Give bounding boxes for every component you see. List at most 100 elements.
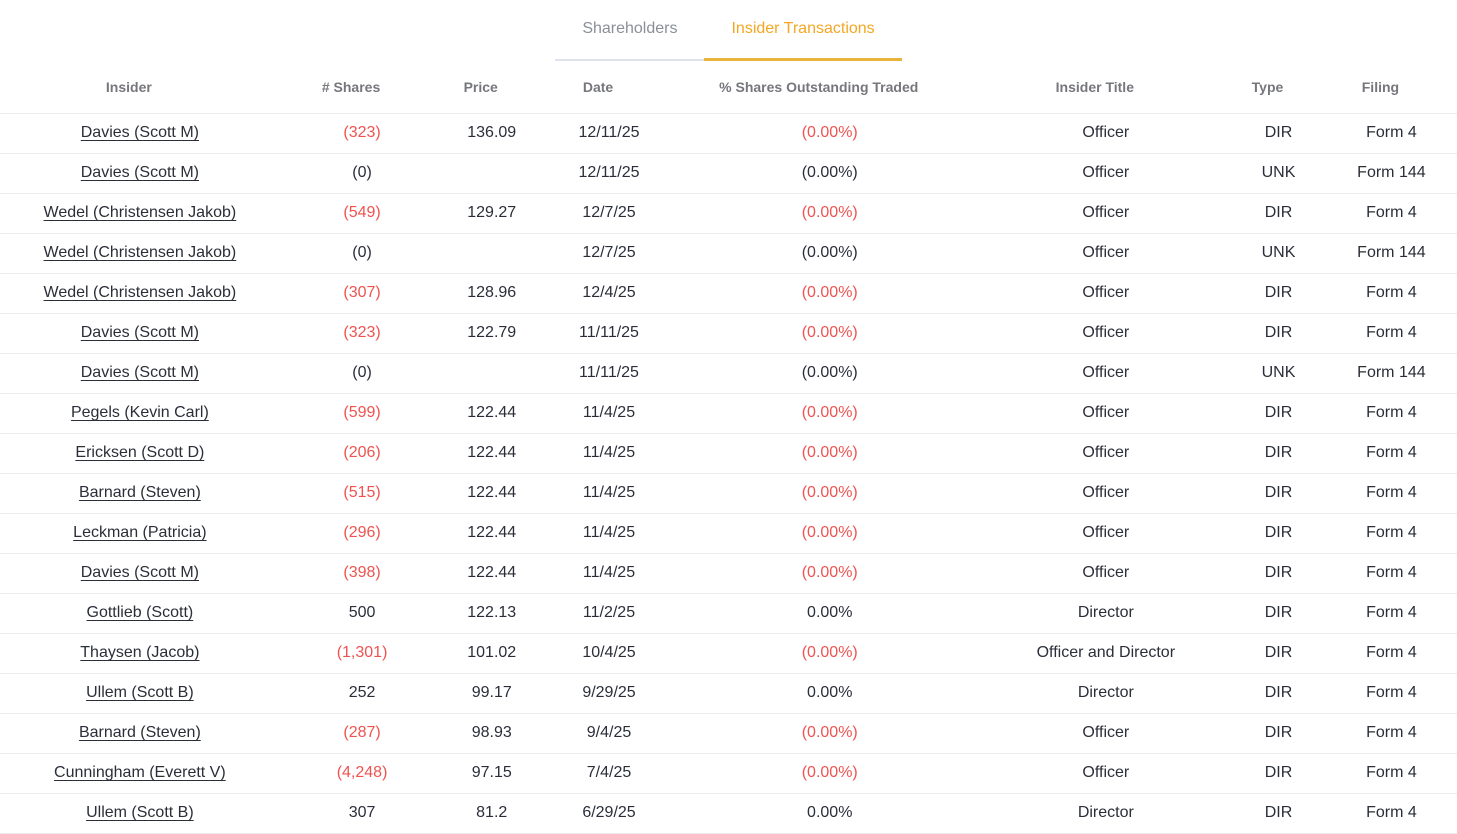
- cell-insider: Leckman (Patricia): [0, 513, 280, 554]
- cell-date: 9/29/25: [539, 673, 679, 714]
- cell-date: 11/4/25: [539, 473, 679, 514]
- cell-price: 81.2: [444, 793, 540, 834]
- table-row: Davies (Scott M) (323) 136.09 12/11/25 (0.00…: [0, 113, 1457, 154]
- cell-title: Officer: [980, 393, 1232, 434]
- insider-link[interactable]: Pegels (Kevin Carl): [70, 404, 209, 421]
- insider-link[interactable]: Davies (Scott M): [80, 564, 199, 581]
- insider-link[interactable]: Davies (Scott M): [80, 124, 199, 141]
- cell-filing: Form 4: [1325, 713, 1457, 754]
- insider-link[interactable]: Gottlieb (Scott): [86, 604, 194, 621]
- cell-filing: Form 4: [1325, 553, 1457, 594]
- cell-pct: (0.00%): [678, 153, 981, 194]
- cell-shares: (515): [279, 473, 445, 514]
- cell-filing: Form 144: [1325, 233, 1457, 274]
- cell-date: 11/4/25: [539, 553, 679, 594]
- table-row: Cunningham (Everett V) (4,248) 97.15 7/4/25…: [0, 753, 1457, 794]
- insider-link[interactable]: Davies (Scott M): [80, 364, 199, 381]
- cell-insider: Davies (Scott M): [0, 153, 280, 194]
- table-row: Thaysen (Jacob) (1,301) 101.02 10/4/25 (0.00…: [0, 633, 1457, 674]
- cell-title: Officer: [980, 513, 1232, 554]
- cell-date: 12/4/25: [539, 273, 679, 314]
- insider-link[interactable]: Wedel (Christensen Jakob): [43, 284, 237, 301]
- table-row: Davies (Scott M) (323) 122.79 11/11/25 (0.00…: [0, 313, 1457, 354]
- insider-link[interactable]: Davies (Scott M): [80, 324, 199, 341]
- cell-title: Officer: [980, 273, 1232, 314]
- table-row: Gottlieb (Scott) 500 122.13 11/2/25 0.00% Dir…: [0, 593, 1457, 634]
- cell-date: 9/4/25: [539, 713, 679, 754]
- cell-filing: Form 144: [1325, 153, 1457, 194]
- column-header-shares: # Shares: [279, 61, 445, 114]
- insider-link[interactable]: Thaysen (Jacob): [80, 644, 200, 661]
- cell-price: 122.44: [444, 473, 540, 514]
- cell-pct: (0.00%): [678, 633, 981, 674]
- cell-insider: Cunningham (Everett V): [0, 753, 280, 794]
- cell-type: DIR: [1231, 593, 1326, 634]
- cell-type: DIR: [1231, 633, 1326, 674]
- cell-shares: (307): [279, 273, 445, 314]
- cell-filing: Form 4: [1325, 793, 1457, 834]
- cell-title: Director: [980, 593, 1232, 634]
- cell-price: 101.02: [444, 633, 540, 674]
- insider-link[interactable]: Davies (Scott M): [80, 164, 199, 181]
- cell-shares: (287): [279, 713, 445, 754]
- cell-shares: (0): [279, 153, 445, 194]
- cell-filing: Form 4: [1325, 633, 1457, 674]
- cell-date: 11/4/25: [539, 433, 679, 474]
- cell-title: Officer: [980, 153, 1232, 194]
- insider-link[interactable]: Leckman (Patricia): [73, 524, 207, 541]
- cell-date: 10/4/25: [539, 633, 679, 674]
- cell-insider: Barnard (Steven): [0, 473, 280, 514]
- cell-pct: 0.00%: [678, 673, 981, 714]
- cell-insider: Davies (Scott M): [0, 113, 280, 154]
- tab-insider-transactions[interactable]: Insider Transactions: [704, 0, 902, 61]
- cell-type: DIR: [1231, 433, 1326, 474]
- column-header-type: Type: [1231, 61, 1326, 114]
- column-header-price: Price: [444, 61, 540, 114]
- column-header-date: Date: [539, 61, 679, 114]
- cell-pct: (0.00%): [678, 393, 981, 434]
- insider-link[interactable]: Barnard (Steven): [78, 484, 201, 501]
- cell-insider: Wedel (Christensen Jakob): [0, 193, 280, 234]
- tab-bar: Shareholders Insider Transactions: [0, 0, 1457, 61]
- insider-link[interactable]: Wedel (Christensen Jakob): [43, 204, 237, 221]
- cell-filing: Form 4: [1325, 113, 1457, 154]
- cell-type: DIR: [1231, 473, 1326, 514]
- cell-insider: Pegels (Kevin Carl): [0, 393, 280, 434]
- cell-title: Officer: [980, 473, 1232, 514]
- cell-title: Officer and Director: [980, 633, 1232, 674]
- column-header-filing: Filing: [1325, 61, 1457, 114]
- cell-filing: Form 4: [1325, 513, 1457, 554]
- cell-shares: (599): [279, 393, 445, 434]
- cell-filing: Form 4: [1325, 593, 1457, 634]
- cell-insider: Ullem (Scott B): [0, 793, 280, 834]
- insider-link[interactable]: Wedel (Christensen Jakob): [43, 244, 237, 261]
- cell-pct: (0.00%): [678, 513, 981, 554]
- cell-title: Officer: [980, 753, 1232, 794]
- tab-shareholders[interactable]: Shareholders: [555, 0, 705, 61]
- cell-price: 98.93: [444, 713, 540, 754]
- cell-insider: Thaysen (Jacob): [0, 633, 280, 674]
- insider-link[interactable]: Barnard (Steven): [78, 724, 201, 741]
- cell-date: 12/11/25: [539, 113, 679, 154]
- cell-date: 11/2/25: [539, 593, 679, 634]
- cell-price: 97.15: [444, 753, 540, 794]
- table-row: Pegels (Kevin Carl) (599) 122.44 11/4/25 (0.…: [0, 393, 1457, 434]
- cell-filing: Form 4: [1325, 673, 1457, 714]
- cell-insider: Ericksen (Scott D): [0, 433, 280, 474]
- cell-insider: Davies (Scott M): [0, 313, 280, 354]
- cell-pct: (0.00%): [678, 473, 981, 514]
- table-row: Ullem (Scott B) 252 99.17 9/29/25 0.00% Direc…: [0, 673, 1457, 714]
- insider-link[interactable]: Ullem (Scott B): [86, 684, 194, 701]
- insider-link[interactable]: Ullem (Scott B): [86, 804, 194, 821]
- column-header-title: Insider Title: [980, 61, 1232, 114]
- insider-link[interactable]: Cunningham (Everett V): [54, 764, 226, 781]
- cell-type: DIR: [1231, 553, 1326, 594]
- cell-pct: (0.00%): [678, 753, 981, 794]
- cell-price: 122.44: [444, 433, 540, 474]
- cell-type: DIR: [1231, 713, 1326, 754]
- cell-filing: Form 4: [1325, 393, 1457, 434]
- cell-date: 12/11/25: [539, 153, 679, 194]
- cell-insider: Gottlieb (Scott): [0, 593, 280, 634]
- insider-link[interactable]: Ericksen (Scott D): [75, 444, 205, 461]
- cell-date: 11/11/25: [539, 353, 679, 394]
